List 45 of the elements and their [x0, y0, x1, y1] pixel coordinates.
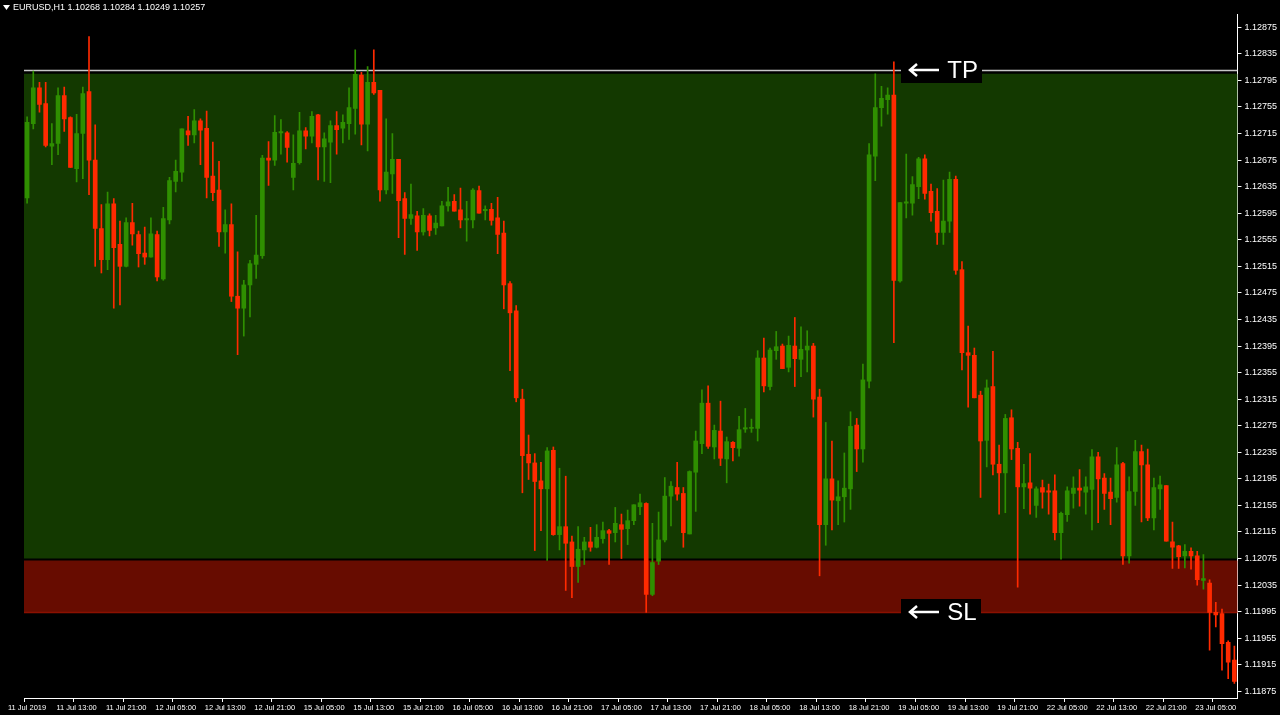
candlestick [563, 475, 569, 591]
y-tick-label: 1.12595 [1244, 207, 1278, 218]
candlestick [798, 326, 804, 377]
candlestick [965, 325, 971, 408]
y-tick-label: 1.12155 [1244, 499, 1278, 510]
y-tick-label: 1.12195 [1244, 473, 1278, 484]
y-tick-label: 1.12315 [1244, 393, 1278, 404]
ref-line-label: TP [947, 56, 978, 84]
candlestick [1083, 476, 1089, 515]
y-tick-label: 1.11875 [1244, 685, 1277, 696]
y-tick-label: 1.12675 [1244, 154, 1278, 165]
y-tick-label: 1.12275 [1244, 420, 1278, 431]
candlestick [606, 528, 612, 565]
y-tick-label: 1.12235 [1244, 446, 1278, 457]
candlestick [835, 480, 841, 526]
y-tick-label: 1.11955 [1244, 632, 1277, 643]
y-tick-label: 1.12075 [1244, 553, 1278, 564]
candlestick [773, 331, 779, 360]
y-tick-label: 1.12395 [1244, 340, 1278, 351]
candlestick [792, 317, 798, 387]
y-tick-label: 1.12795 [1244, 74, 1278, 85]
y-tick-label: 1.12435 [1244, 313, 1278, 324]
y-tick-label: 1.12355 [1244, 367, 1278, 378]
y-tick-label: 1.12035 [1244, 579, 1278, 590]
y-tick-label: 1.11995 [1244, 606, 1277, 617]
y-tick-label: 1.12755 [1244, 101, 1278, 112]
candlestick [222, 209, 228, 254]
candlestick [433, 214, 439, 235]
y-tick-label: 1.12715 [1244, 128, 1278, 139]
candlestick [637, 493, 643, 516]
y-tick-label: 1.12475 [1244, 287, 1278, 298]
ref-line-label: SL [947, 598, 977, 626]
candlestick [804, 330, 810, 373]
y-tick-label: 1.12555 [1244, 234, 1278, 245]
y-tick-label: 1.12835 [1244, 48, 1278, 59]
y-tick-label: 1.12515 [1244, 260, 1278, 271]
candlestick [482, 205, 488, 221]
candlestick [532, 453, 538, 551]
y-tick-label: 1.11915 [1244, 659, 1277, 670]
candlestick [408, 183, 414, 225]
y-tick-label: 1.12875 [1244, 21, 1278, 32]
candlestick [371, 49, 377, 95]
y-tick-label: 1.12115 [1244, 526, 1277, 537]
chart-title: EURUSD,H1 1.10268 1.10284 1.10249 1.10257 [13, 2, 206, 13]
y-tick-label: 1.12635 [1244, 181, 1278, 192]
